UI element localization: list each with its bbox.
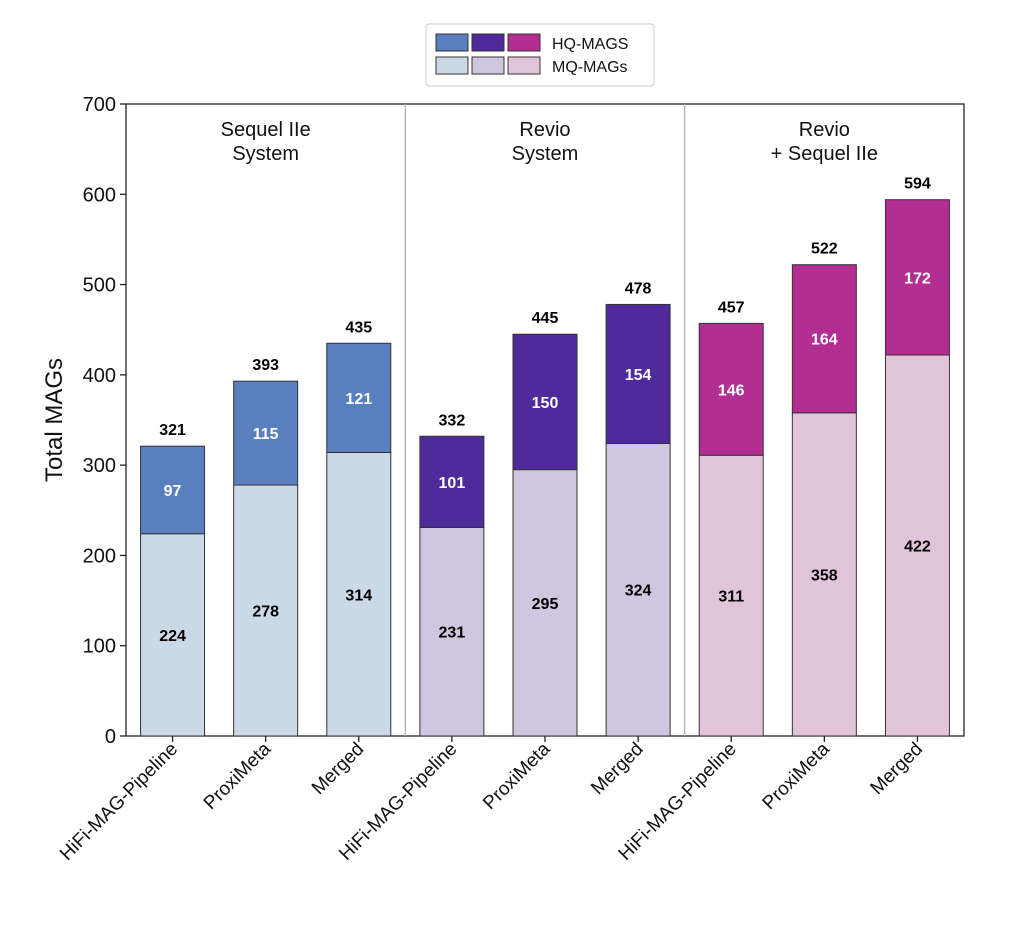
x-category-label: ProxiMeta xyxy=(200,738,276,814)
total-value-label: 594 xyxy=(904,176,931,193)
group-title: Sequel IIe xyxy=(221,119,311,141)
group-title: System xyxy=(512,143,579,165)
mq-value-label: 231 xyxy=(439,625,466,642)
bar-hq-segment xyxy=(512,333,578,471)
legend-swatch xyxy=(471,33,505,52)
mq-value-label: 278 xyxy=(252,604,279,621)
bar-hq-segment xyxy=(140,445,206,535)
total-value-label: 321 xyxy=(159,422,186,439)
mq-value-label: 324 xyxy=(625,583,652,600)
bar-hq-segment xyxy=(605,303,671,444)
legend-swatch xyxy=(507,56,541,75)
y-axis-title: Total MAGs xyxy=(41,358,68,482)
legend: HQ-MAGS MQ-MAGs xyxy=(425,23,655,87)
hq-value-label: 146 xyxy=(718,382,745,399)
legend-label: MQ-MAGs xyxy=(552,59,628,76)
x-category-label: Merged xyxy=(587,739,647,799)
total-value-label: 457 xyxy=(718,299,745,316)
hq-value-label: 154 xyxy=(625,367,652,384)
x-category-label: Merged xyxy=(867,739,927,799)
hq-value-label: 172 xyxy=(904,270,931,287)
group-title: System xyxy=(232,143,299,165)
bar-mq-segment xyxy=(512,469,578,737)
y-tick-label: 500 xyxy=(83,275,116,297)
mq-value-label: 314 xyxy=(345,587,372,604)
bar-hq-segment xyxy=(698,322,764,456)
bar-hq-segment xyxy=(884,199,950,356)
y-axis: 0 100 200 300 400 500 600 700 Total MAGs xyxy=(41,94,126,748)
group-title: Revio xyxy=(799,119,850,141)
legend-label: HQ-MAGS xyxy=(552,36,628,53)
mq-value-label: 224 xyxy=(159,628,186,645)
x-category-label: Merged xyxy=(308,739,368,799)
x-axis: HiFi-MAG-Pipeline ProxiMeta MergedHiFi-MAG… xyxy=(56,736,927,865)
hq-value-label: 150 xyxy=(532,395,559,412)
group-title: + Sequel IIe xyxy=(771,143,878,165)
y-tick-label: 700 xyxy=(83,94,116,116)
legend-swatch xyxy=(435,33,469,52)
mq-value-label: 311 xyxy=(718,589,744,606)
total-value-label: 478 xyxy=(625,280,652,297)
plot-area: Sequel IIeSystem224973212781153933141214… xyxy=(125,103,965,737)
hq-value-label: 115 xyxy=(253,426,279,443)
total-value-label: 393 xyxy=(252,357,279,374)
x-category-label: HiFi-MAG-Pipeline xyxy=(56,739,182,865)
legend-swatch xyxy=(507,33,541,52)
total-value-label: 445 xyxy=(532,310,559,327)
mq-value-label: 358 xyxy=(811,567,838,584)
y-tick-label: 400 xyxy=(83,365,116,387)
bar-mq-segment xyxy=(233,484,299,737)
x-category-label: ProxiMeta xyxy=(479,738,555,814)
legend-box xyxy=(425,23,655,87)
mq-value-label: 295 xyxy=(532,596,559,613)
hq-value-label: 101 xyxy=(439,475,466,492)
y-tick-label: 100 xyxy=(83,636,116,658)
bar-hq-segment xyxy=(233,380,299,486)
y-tick-label: 300 xyxy=(83,455,116,477)
total-value-label: 435 xyxy=(345,319,372,336)
group-title: Revio xyxy=(519,119,570,141)
total-value-label: 332 xyxy=(439,412,466,429)
mq-value-label: 422 xyxy=(904,538,931,555)
hq-value-label: 97 xyxy=(164,483,182,500)
y-tick-label: 200 xyxy=(83,545,116,567)
y-tick-label: 0 xyxy=(105,726,116,748)
total-value-label: 522 xyxy=(811,241,838,258)
y-tick-label: 600 xyxy=(83,184,116,206)
bar-mq-segment xyxy=(698,454,764,737)
hq-value-label: 121 xyxy=(345,391,372,408)
bar-mq-segment xyxy=(140,533,206,737)
bar-hq-segment xyxy=(419,435,485,528)
hq-value-label: 164 xyxy=(811,332,838,349)
legend-swatch xyxy=(435,56,469,75)
x-category-label: ProxiMeta xyxy=(759,738,835,814)
legend-swatch xyxy=(471,56,505,75)
bar-hq-segment xyxy=(326,342,392,454)
bar-hq-segment xyxy=(791,264,857,414)
